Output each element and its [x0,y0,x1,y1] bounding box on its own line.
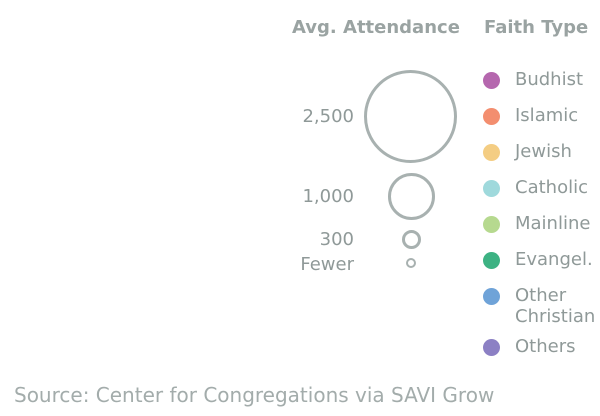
source-credit: Source: Center for Congregations via SAV… [14,383,495,407]
size-label-fewer: Fewer [300,254,354,275]
legend-item-catholic: Catholic [483,177,600,198]
legend-label: Others [515,336,576,357]
size-bubble-2500 [364,70,457,163]
legend-label: Jewish [515,141,572,162]
legend-label: Evangel. [515,249,593,270]
legend-label: Mainline [515,213,591,234]
faith-type-legend-title: Faith Type [484,17,589,38]
color-swatch [483,108,500,125]
size-label-1000: 1,000 [302,186,354,207]
attendance-legend-title: Avg. Attendance [292,17,460,38]
size-bubble-300 [402,230,421,249]
color-swatch [483,288,500,305]
color-swatch [483,72,500,89]
legend-label: Budhist [515,69,584,90]
legend-label: Islamic [515,105,579,126]
legend-item-others: Others [483,336,600,357]
size-label-300: 300 [319,229,354,250]
size-bubble-1000 [388,173,435,220]
legend-label: Other Christian [515,285,596,327]
color-swatch [483,252,500,269]
color-swatch [483,180,500,197]
legend-item-mainline: Mainline [483,213,600,234]
legend-item-jewish: Jewish [483,141,600,162]
legend-item-islamic: Islamic [483,105,600,126]
legend-item-evangelical: Evangel. [483,249,600,270]
color-swatch [483,144,500,161]
size-bubble-fewer [406,258,416,268]
size-label-2500: 2,500 [302,106,354,127]
legend-label: Catholic [515,177,588,198]
legend-item-budhist: Budhist [483,69,600,90]
legend-item-other-christian: Other Christian [483,285,600,327]
color-swatch [483,216,500,233]
color-swatch [483,339,500,356]
